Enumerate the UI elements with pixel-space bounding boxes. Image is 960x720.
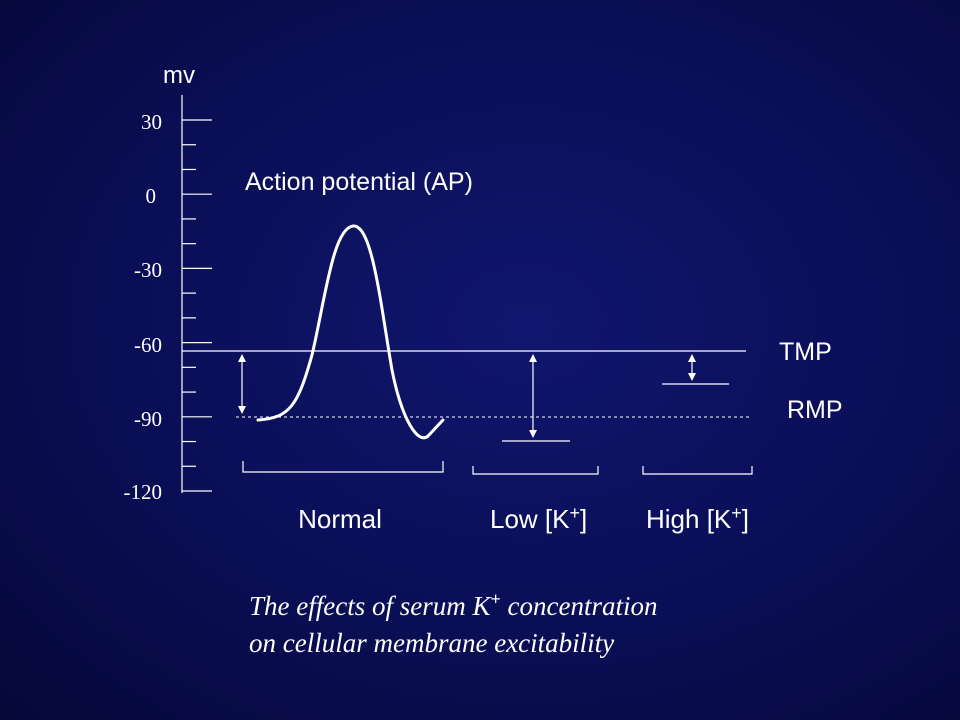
low-k-label-prefix: Low [K	[490, 504, 570, 534]
action-potential-curve	[256, 224, 445, 440]
high-k-close-bracket: ]	[742, 504, 749, 534]
high-k-label-prefix: High [K	[646, 504, 732, 534]
high-k-bracket	[642, 466, 753, 475]
caption-line-1: The effects of serum K+ concentration	[249, 589, 657, 621]
low-k-superscript: +	[570, 503, 581, 523]
tick-label-minus-30: -30	[134, 258, 162, 282]
tick-label-0: 0	[146, 184, 157, 208]
high-k-superscript: +	[731, 503, 742, 523]
low-k-close-bracket: ]	[580, 504, 587, 534]
tick-label-minus-60: -60	[134, 333, 162, 357]
caption-line-2: on cellular membrane excitability	[249, 628, 614, 658]
tmp-label: TMP	[779, 338, 832, 366]
normal-bracket	[242, 461, 444, 473]
caption-line-1-prefix: The effects of serum K	[249, 591, 492, 621]
tick-label-30: 30	[141, 110, 162, 134]
caption-line-1-suffix: concentration	[501, 591, 658, 621]
y-axis-ticks	[182, 119, 212, 492]
rmp-label: RMP	[787, 396, 843, 424]
normal-label: Normal	[298, 504, 382, 534]
low-k-bracket	[472, 466, 599, 475]
caption-superscript: +	[490, 589, 500, 609]
axis-unit-label: mv	[163, 62, 195, 89]
high-k-label: High [K+]	[646, 503, 749, 534]
low-k-label: Low [K+]	[490, 503, 587, 534]
tick-label-minus-90: -90	[134, 407, 162, 431]
tick-label-minus-120: -120	[124, 480, 163, 504]
action-potential-label: Action potential (AP)	[245, 168, 473, 196]
